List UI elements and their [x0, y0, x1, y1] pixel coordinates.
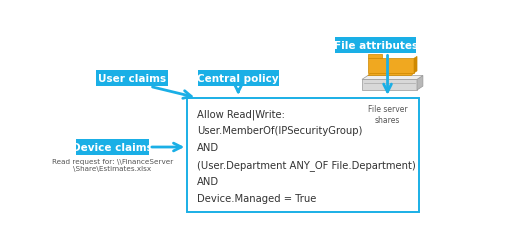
FancyBboxPatch shape [198, 71, 278, 87]
FancyBboxPatch shape [336, 38, 416, 53]
FancyBboxPatch shape [187, 98, 419, 212]
Text: User.MemberOf(IPSecurityGroup): User.MemberOf(IPSecurityGroup) [197, 126, 363, 136]
Polygon shape [417, 76, 423, 91]
Text: AND: AND [197, 143, 219, 153]
Text: File server
shares: File server shares [368, 105, 407, 124]
Polygon shape [362, 80, 417, 91]
Text: (User.Department ANY_OF File.Department): (User.Department ANY_OF File.Department) [197, 160, 416, 170]
Polygon shape [414, 57, 417, 74]
Text: Device claims: Device claims [72, 142, 153, 152]
Text: Allow Read|Write:: Allow Read|Write: [197, 109, 285, 120]
Text: User claims: User claims [98, 74, 166, 84]
Text: Device.Managed = True: Device.Managed = True [197, 194, 316, 203]
Text: AND: AND [197, 177, 219, 187]
Polygon shape [362, 76, 423, 80]
Text: Read request for: \\FinanceServer: Read request for: \\FinanceServer [52, 158, 173, 164]
Polygon shape [368, 59, 414, 74]
Polygon shape [368, 55, 382, 59]
Polygon shape [368, 74, 414, 76]
Text: File attributes: File attributes [334, 40, 418, 50]
Text: Central policy: Central policy [197, 74, 279, 84]
FancyBboxPatch shape [96, 71, 168, 87]
FancyBboxPatch shape [76, 140, 149, 155]
Text: \Share\Estimates.xlsx: \Share\Estimates.xlsx [74, 166, 152, 172]
